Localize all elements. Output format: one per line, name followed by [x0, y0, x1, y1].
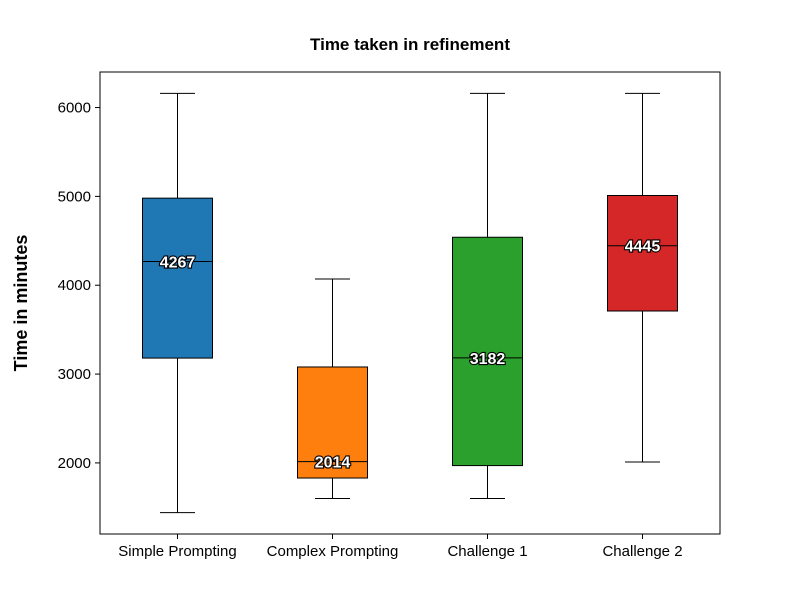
box-1	[297, 366, 368, 479]
chart-title: Time taken in refinement	[310, 35, 510, 54]
y-tick-label: 2000	[58, 455, 91, 472]
median-label: 2014	[315, 455, 351, 472]
y-tick-label: 3000	[58, 366, 91, 383]
axes-frame	[99, 71, 721, 535]
box-2	[452, 236, 523, 467]
median-label: 4445	[625, 239, 661, 256]
y-tick-label: 6000	[58, 100, 91, 117]
y-axis-label: Time in minutes	[11, 235, 31, 372]
median-label: 4267	[160, 255, 196, 272]
x-tick-label: Challenge 1	[447, 543, 527, 560]
x-tick-label: Complex Prompting	[267, 543, 399, 560]
y-tick-label: 4000	[58, 277, 91, 294]
box-3	[607, 194, 678, 312]
x-tick-label: Simple Prompting	[118, 543, 236, 560]
box-0	[142, 197, 213, 359]
plot-area: 2000 3000 4000 5000 6000 Simple Prompting Comp…	[58, 71, 721, 560]
y-tick-label: 5000	[58, 188, 91, 205]
x-tick-label: Challenge 2	[602, 543, 682, 560]
median-label: 3182	[470, 351, 506, 368]
